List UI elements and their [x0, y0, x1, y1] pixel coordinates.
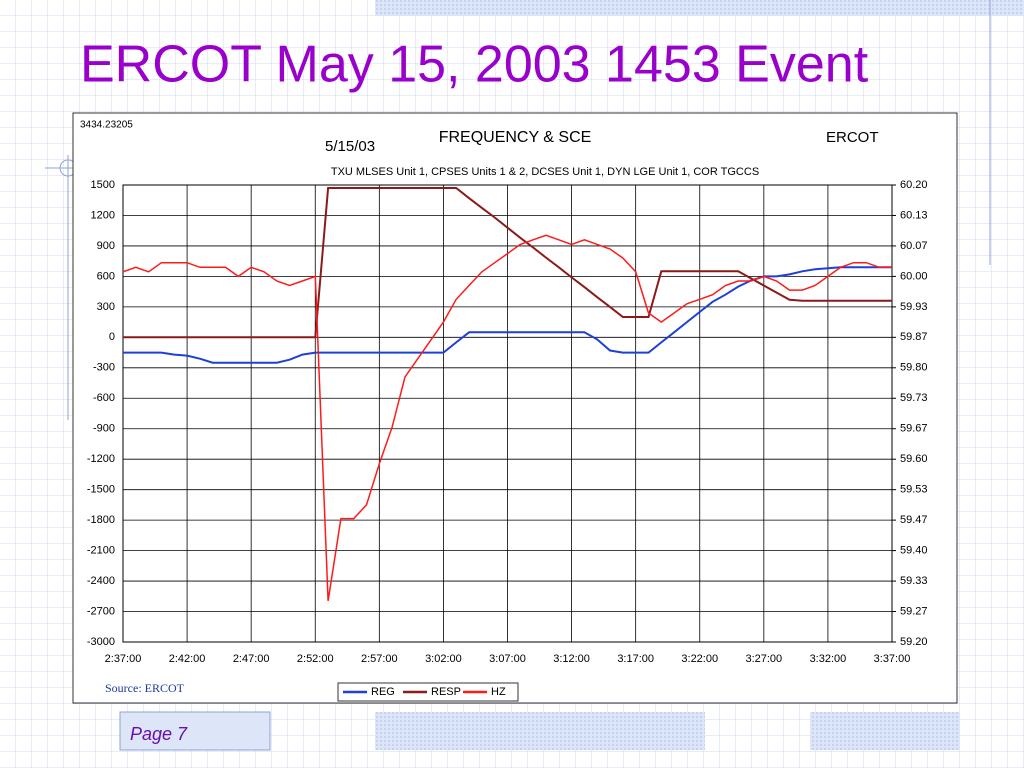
x-tick-label: 2:57:00	[361, 653, 398, 665]
y2-tick-label: 60.00	[900, 270, 928, 282]
decor	[375, 0, 1024, 16]
source: Source: ERCOT	[105, 681, 185, 695]
y2-tick-label: 59.87	[900, 331, 928, 343]
legend-label: REG	[371, 686, 395, 698]
y-tick-label: 0	[109, 331, 115, 343]
x-tick-label: 3:12:00	[553, 653, 590, 665]
x-tick-label: 3:37:00	[874, 653, 911, 665]
y-tick-label: -600	[93, 392, 115, 404]
x-tick-label: 3:32:00	[810, 653, 847, 665]
y2-tick-label: 59.80	[900, 362, 928, 374]
chart-subtitle: TXU MLSES Unit 1, CPSES Units 1 & 2, DCS…	[331, 166, 759, 178]
slide-title: ERCOT May 15, 2003 1453 Event	[80, 36, 869, 94]
y-tick-label: -900	[93, 423, 115, 435]
y2-tick-label: 60.20	[900, 179, 928, 191]
chart-title: FREQUENCY & SCE	[439, 129, 592, 146]
y-tick-label: -2100	[87, 545, 115, 557]
y-tick-label: -2400	[87, 575, 115, 587]
y2-tick-label: 59.33	[900, 575, 928, 587]
decor	[375, 712, 705, 750]
y2-tick-label: 59.27	[900, 605, 928, 617]
annotation: ERCOT	[826, 129, 879, 146]
y2-tick-label: 60.07	[900, 240, 928, 252]
y2-tick-label: 59.47	[900, 514, 928, 526]
y2-tick-label: 59.53	[900, 484, 928, 496]
y2-tick-label: 59.67	[900, 423, 928, 435]
legend	[337, 682, 519, 702]
y-tick-label: 300	[97, 301, 115, 313]
annotation: 5/15/03	[325, 138, 375, 155]
y-tick-label: 1500	[91, 179, 115, 191]
y-tick-label: -1200	[87, 453, 115, 465]
y-tick-label: 600	[97, 270, 115, 282]
x-tick-label: 2:47:00	[233, 653, 270, 665]
x-tick-label: 3:02:00	[425, 653, 462, 665]
y-tick-label: -2700	[87, 605, 115, 617]
y-tick-label: 1200	[91, 209, 115, 221]
y-tick-label: -300	[93, 362, 115, 374]
series-line	[123, 187, 892, 339]
x-tick-label: 3:22:00	[681, 653, 718, 665]
y2-tick-label: 59.73	[900, 392, 928, 404]
x-tick-label: 3:17:00	[617, 653, 654, 665]
y2-tick-label: 59.40	[900, 545, 928, 557]
x-tick-label: 2:42:00	[169, 653, 206, 665]
y-tick-label: -1500	[87, 484, 115, 496]
y2-tick-label: 59.93	[900, 301, 928, 313]
y-tick-label: -1800	[87, 514, 115, 526]
decor	[810, 712, 960, 750]
y2-tick-label: 60.13	[900, 209, 928, 221]
y2-tick-label: 59.20	[900, 636, 928, 648]
legend-label: HZ	[491, 686, 506, 698]
y-tick-label: 900	[97, 240, 115, 252]
y2-tick-label: 59.60	[900, 453, 928, 465]
x-tick-label: 3:27:00	[745, 653, 782, 665]
annotation: 3434.23205	[80, 120, 133, 131]
legend-label: RESP	[431, 686, 461, 698]
footer: Page 7	[130, 724, 188, 744]
footer-box	[119, 711, 271, 751]
x-tick-label: 2:37:00	[105, 653, 142, 665]
x-tick-label: 3:07:00	[489, 653, 526, 665]
series-line	[122, 234, 892, 602]
x-tick-label: 2:52:00	[297, 653, 334, 665]
y-tick-label: -3000	[87, 636, 115, 648]
